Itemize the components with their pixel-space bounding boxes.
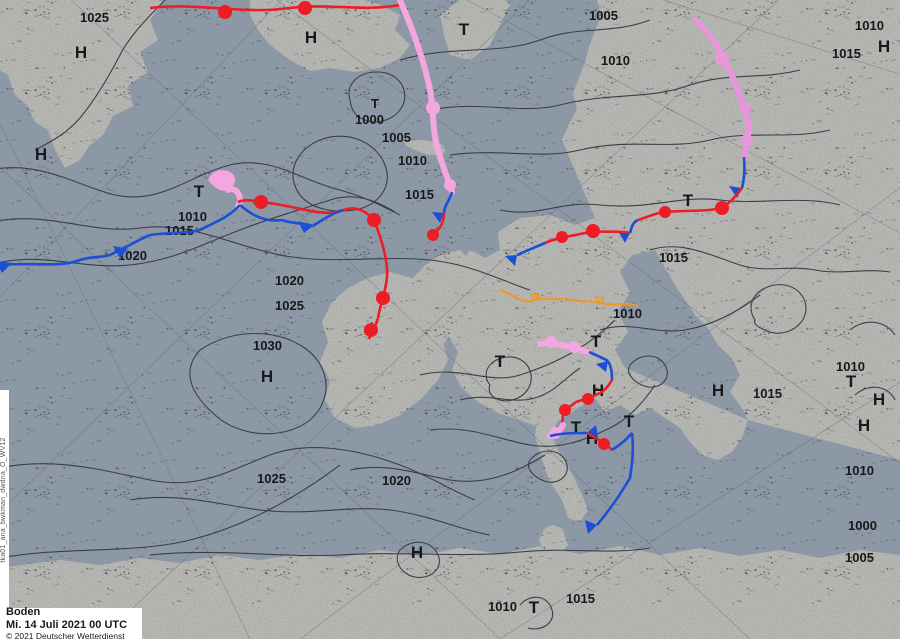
svg-text:1015: 1015	[405, 187, 434, 202]
svg-text:1030: 1030	[253, 338, 282, 353]
svg-text:1020: 1020	[275, 273, 304, 288]
svg-text:1000: 1000	[355, 112, 384, 127]
svg-text:H: H	[858, 416, 870, 435]
svg-text:1020: 1020	[382, 473, 411, 488]
svg-text:1015: 1015	[566, 591, 595, 606]
svg-text:1005: 1005	[382, 130, 411, 145]
svg-text:H: H	[411, 543, 423, 562]
svg-text:H: H	[75, 43, 87, 62]
svg-text:H: H	[873, 390, 885, 409]
svg-text:H: H	[712, 381, 724, 400]
svg-text:1010: 1010	[398, 153, 427, 168]
svg-text:T: T	[591, 332, 602, 351]
svg-text:T: T	[624, 412, 635, 431]
svg-text:T: T	[459, 20, 470, 39]
svg-text:1010: 1010	[845, 463, 874, 478]
svg-text:1005: 1005	[589, 8, 618, 23]
svg-text:1025: 1025	[275, 298, 304, 313]
svg-text:T: T	[371, 96, 379, 111]
svg-text:1025: 1025	[257, 471, 286, 486]
svg-text:H: H	[305, 28, 317, 47]
svg-text:1000: 1000	[848, 518, 877, 533]
svg-text:1005: 1005	[845, 550, 874, 565]
svg-text:H: H	[261, 367, 273, 386]
svg-text:1010: 1010	[178, 209, 207, 224]
svg-text:1010: 1010	[613, 306, 642, 321]
svg-text:H: H	[35, 145, 47, 164]
svg-text:T: T	[683, 191, 694, 210]
svg-text:1015: 1015	[753, 386, 782, 401]
svg-text:H: H	[878, 37, 890, 56]
svg-text:1025: 1025	[80, 10, 109, 25]
svg-text:T: T	[194, 182, 205, 201]
svg-text:1010: 1010	[855, 18, 884, 33]
svg-text:T: T	[846, 372, 857, 391]
svg-text:1015: 1015	[659, 250, 688, 265]
svg-text:1010: 1010	[488, 599, 517, 614]
svg-text:T: T	[495, 352, 506, 371]
svg-text:1015: 1015	[165, 223, 194, 238]
svg-text:T: T	[529, 598, 540, 617]
svg-text:1010: 1010	[601, 53, 630, 68]
svg-text:1015: 1015	[832, 46, 861, 61]
